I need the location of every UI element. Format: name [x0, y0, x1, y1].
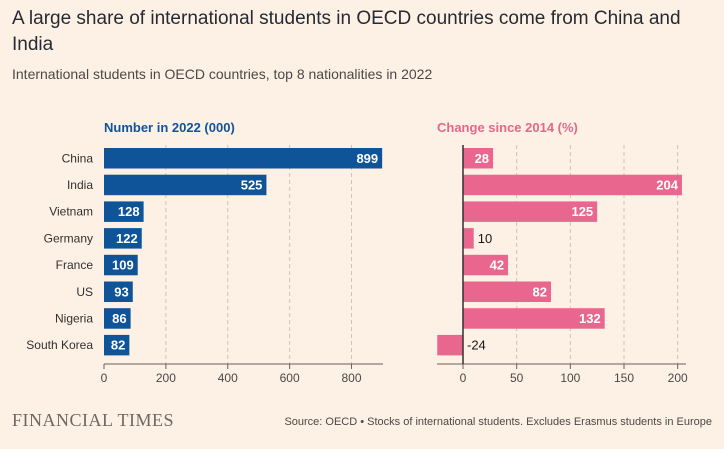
change-data-label: 42 — [490, 258, 504, 273]
change-data-label: 204 — [656, 177, 678, 192]
number-tick-label: 200 — [156, 371, 176, 385]
change-tick-label: 0 — [460, 371, 467, 385]
number-data-label: 86 — [112, 311, 126, 326]
number-bar-france — [104, 254, 138, 276]
number-panel-heading: Number in 2022 (000) — [104, 120, 235, 135]
category-label: South Korea — [26, 338, 93, 352]
ft-logo: FINANCIAL TIMES — [12, 410, 175, 430]
number-tick-label: 400 — [218, 371, 238, 385]
change-tick-label: 200 — [668, 371, 688, 385]
number-bar-nigeria — [104, 308, 131, 329]
number-bar-china — [104, 148, 383, 169]
number-bar-vietnam — [104, 201, 144, 222]
change-bar-germany — [463, 228, 474, 249]
source-note: Source: OECD • Stocks of international s… — [284, 416, 712, 428]
category-label: France — [56, 258, 94, 272]
change-bar-south-korea — [437, 334, 463, 356]
change-bar-france — [463, 254, 509, 276]
change-tick-label: 100 — [560, 371, 580, 385]
number-data-label: 82 — [111, 338, 125, 353]
category-label: India — [67, 178, 93, 192]
number-data-label: 122 — [116, 231, 138, 246]
category-label: Nigeria — [55, 311, 93, 325]
change-data-label: 125 — [571, 204, 593, 219]
change-bar-us — [463, 281, 552, 302]
change-bar-india — [463, 174, 682, 196]
change-data-label: 132 — [579, 311, 601, 326]
number-tick-label: 600 — [280, 371, 300, 385]
change-panel-heading: Change since 2014 (%) — [437, 120, 578, 135]
number-data-label: 93 — [114, 284, 128, 299]
number-data-label: 109 — [112, 258, 134, 273]
category-label: China — [62, 151, 94, 165]
number-bar-us — [104, 281, 133, 302]
number-bar-india — [104, 174, 267, 196]
number-data-label: 525 — [241, 177, 263, 192]
change-bar-vietnam — [463, 201, 598, 222]
category-label: Germany — [44, 231, 93, 245]
category-label: US — [76, 285, 93, 299]
number-data-label: 128 — [118, 204, 140, 219]
number-tick-label: 800 — [342, 371, 362, 385]
change-data-label: 10 — [478, 231, 492, 246]
change-data-label: 28 — [475, 151, 489, 166]
number-data-label: 899 — [356, 151, 378, 166]
change-tick-label: 50 — [510, 371, 524, 385]
change-bar-china — [463, 148, 494, 169]
number-bar-south-korea — [104, 334, 130, 356]
category-label: Vietnam — [49, 205, 93, 219]
change-bar-nigeria — [463, 308, 605, 329]
change-tick-label: 150 — [614, 371, 634, 385]
chart-subtitle: International students in OECD countries… — [12, 66, 433, 82]
number-tick-label: 0 — [101, 371, 108, 385]
chart-title: A large share of international students … — [12, 8, 681, 55]
number-bar-germany — [104, 228, 142, 249]
change-data-label: 82 — [533, 284, 547, 299]
change-data-label: -24 — [467, 338, 486, 353]
